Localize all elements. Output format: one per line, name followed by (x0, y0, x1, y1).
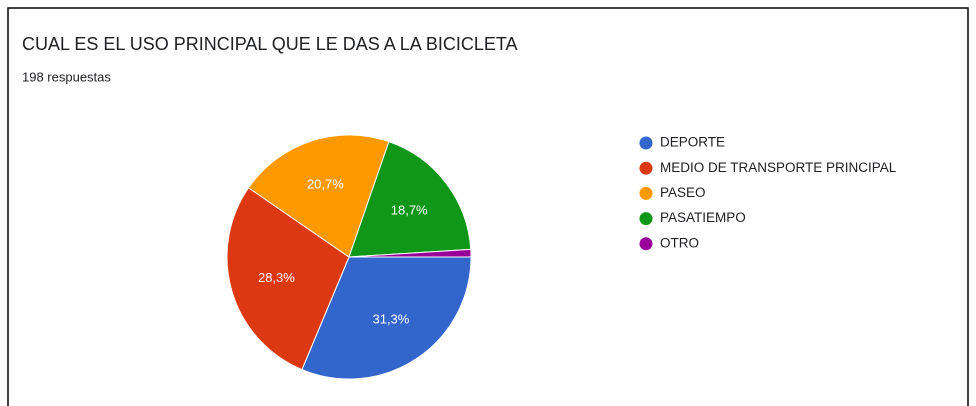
legend-label: MEDIO DE TRANSPORTE PRINCIPAL (660, 160, 897, 175)
pie-slice (301, 256, 472, 380)
data-label: 18,7% (391, 203, 428, 218)
legend-marker (639, 212, 653, 226)
data-label: 20,7% (307, 177, 344, 192)
legend-marker (639, 186, 653, 200)
legend-label: PASATIEMPO (660, 210, 746, 225)
data-label: 31,3% (372, 311, 409, 326)
chart-title: CUAL ES EL USO PRINCIPAL QUE LE DAS A LA… (22, 34, 518, 54)
frame (7, 7, 969, 406)
legend-label: OTRO (660, 235, 699, 250)
legend-marker (639, 237, 653, 251)
legend-label: DEPORTE (660, 135, 725, 150)
pie-slice (348, 141, 472, 258)
chart-subtitle: 198 respuestas (22, 69, 111, 84)
pie-slice (226, 187, 350, 371)
data-label: 28,3% (258, 270, 295, 285)
pie-slice (348, 248, 472, 258)
legend-marker (639, 136, 653, 150)
pie-slice (247, 134, 390, 258)
legend-label: PASEO (660, 185, 706, 200)
legend-marker (639, 161, 653, 175)
